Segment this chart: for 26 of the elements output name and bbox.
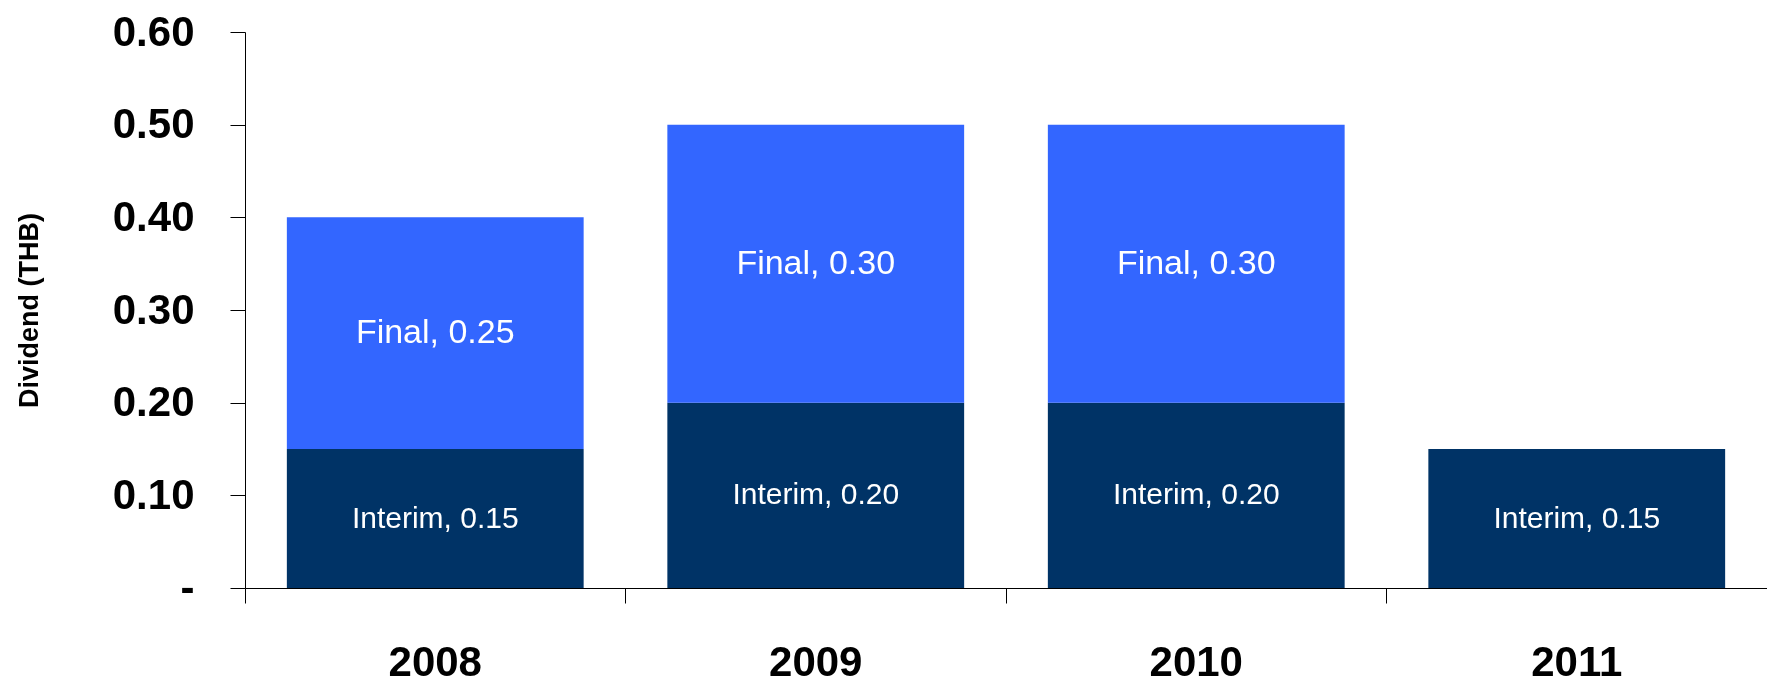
bar xyxy=(667,124,965,403)
y-tick-label: 0.20 xyxy=(112,378,195,426)
bar xyxy=(667,402,965,588)
y-tick-label: - xyxy=(180,563,195,611)
data-label: Final, 0.30 xyxy=(736,242,896,281)
bar xyxy=(1428,449,1726,588)
y-axis-title: Dividend (THB) xyxy=(13,213,44,408)
y-tick-label: 0.30 xyxy=(112,285,195,333)
bar xyxy=(286,449,584,588)
data-label: Interim, 0.20 xyxy=(732,477,900,511)
x-tick-label: 2009 xyxy=(769,637,863,676)
y-tick-label: 0.40 xyxy=(112,192,195,240)
data-label: Final, 0.30 xyxy=(1116,242,1276,281)
x-tick-label: 2010 xyxy=(1149,637,1243,676)
data-label: Final, 0.25 xyxy=(355,312,515,351)
y-tick-label: 0.50 xyxy=(112,100,195,148)
bar xyxy=(1047,124,1345,403)
data-label: Interim, 0.20 xyxy=(1112,477,1280,511)
y-tick-label: 0.60 xyxy=(112,7,195,55)
bar xyxy=(286,217,584,449)
x-tick-label: 2011 xyxy=(1531,637,1623,676)
y-tick-label: 0.10 xyxy=(112,470,195,518)
bar xyxy=(1047,402,1345,588)
data-label: Interim, 0.15 xyxy=(351,500,519,534)
data-label: Interim, 0.15 xyxy=(1493,500,1661,534)
x-tick-label: 2008 xyxy=(388,637,482,676)
